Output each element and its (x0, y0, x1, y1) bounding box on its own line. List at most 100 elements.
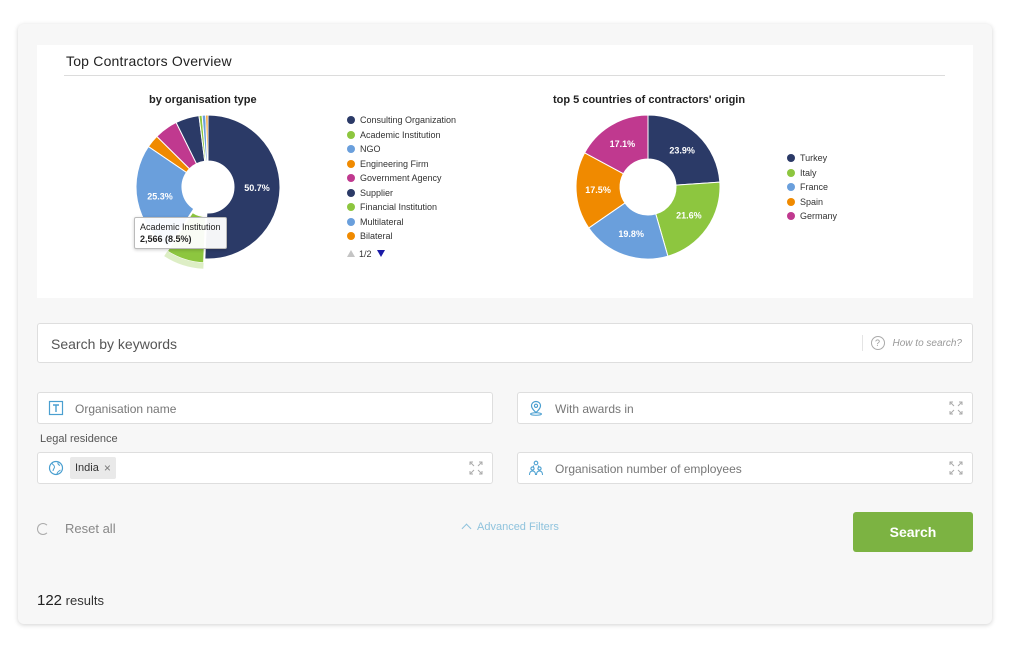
legend-label: Financial Institution (360, 202, 438, 213)
search-card: Top Contractors Overview by organisation… (18, 24, 992, 624)
legend-label: NGO (360, 144, 381, 155)
pie-slice-germany[interactable] (583, 114, 649, 175)
slice-data-label: 17.5% (585, 185, 611, 195)
pager-up-icon[interactable] (347, 250, 355, 257)
panel-divider (64, 75, 945, 76)
legend-item[interactable]: Supplier (347, 186, 456, 201)
results-count: 122 results (37, 592, 104, 609)
slice-hover-halo (164, 251, 204, 269)
legend-marker (787, 197, 795, 206)
pie-slice-italy[interactable] (655, 181, 721, 257)
legal-residence-field[interactable]: India × (37, 452, 493, 484)
globe-icon (48, 460, 64, 476)
legend-item[interactable]: Engineering Firm (347, 157, 456, 172)
legend-marker (347, 159, 355, 168)
keyword-search-box: ? How to search? (37, 323, 973, 364)
keyword-search-input[interactable] (49, 324, 833, 364)
expand-icon[interactable] (469, 461, 483, 475)
chart-title-org-type: by organisation type (149, 94, 257, 106)
employees-input[interactable] (553, 453, 857, 485)
remove-chip-icon[interactable]: × (103, 461, 111, 475)
legend-marker (347, 217, 355, 226)
legend-marker (347, 203, 355, 212)
legend-item[interactable]: Academic Institution (347, 128, 456, 143)
legend-label: Academic Institution (360, 129, 441, 140)
legend-item[interactable]: Consulting Organization (347, 113, 456, 128)
pie-slice-spain[interactable] (575, 152, 626, 229)
legend-item[interactable]: Financial Institution (347, 200, 456, 215)
legend-marker (347, 145, 355, 154)
legend-item[interactable]: France (787, 180, 837, 195)
legend-marker (787, 183, 795, 192)
countries-donut-chart[interactable]: 23.9% 21.6% 19.8% 17.5% 17.1% (572, 111, 728, 267)
legend-item[interactable]: NGO (347, 142, 456, 157)
reset-all-button[interactable]: Reset all (37, 521, 116, 536)
reset-all-label: Reset all (65, 521, 116, 536)
slice-data-label: 50.7% (244, 183, 270, 193)
legend-marker (787, 154, 795, 163)
legend-item[interactable]: Germany (787, 209, 837, 224)
chip-label: India (75, 462, 99, 474)
awards-in-field[interactable] (517, 392, 973, 425)
org-type-legend: Consulting Organization Academic Institut… (347, 113, 456, 259)
legend-marker (347, 188, 355, 197)
legend-label: Germany (800, 211, 838, 222)
reset-icon (37, 522, 49, 535)
search-button[interactable]: Search (853, 512, 973, 552)
expand-icon[interactable] (949, 461, 963, 475)
advanced-filters-toggle[interactable]: Advanced Filters (461, 521, 559, 534)
legend-item[interactable]: Government Agency (347, 171, 456, 186)
slice-data-label: 25.3% (147, 192, 173, 202)
results-label: results (65, 593, 104, 608)
how-to-search-label: How to search? (892, 337, 962, 349)
legend-item[interactable]: Multilateral (347, 215, 456, 230)
pie-slice-turkey[interactable] (647, 114, 721, 186)
organisation-name-field (37, 392, 493, 425)
charts-panel: Top Contractors Overview by organisation… (37, 45, 973, 298)
legend-label: France (800, 182, 829, 193)
chevron-up-icon (461, 523, 472, 534)
legend-label: Turkey (800, 153, 828, 164)
legend-marker (787, 212, 795, 221)
slice-data-label: 19.8% (618, 229, 644, 239)
pie-slice-bilateral[interactable] (205, 114, 209, 162)
slice-data-label: 17.1% (610, 139, 636, 149)
slice-data-label: 21.6% (676, 211, 702, 221)
question-icon: ? (870, 336, 885, 350)
tooltip-title: Academic Institution (140, 222, 221, 232)
results-number: 122 (37, 592, 63, 609)
organisation-name-input[interactable] (73, 393, 377, 425)
legend-item[interactable]: Bilateral (347, 229, 456, 244)
how-to-search-link[interactable]: ? How to search? (861, 335, 962, 351)
legal-residence-chip: India × (70, 457, 116, 479)
employees-field[interactable] (517, 452, 973, 485)
legend-marker (347, 232, 355, 241)
text-field-icon (48, 400, 64, 416)
pie-slice-france[interactable] (588, 202, 669, 260)
legend-label: Supplier (360, 187, 394, 198)
chart-title-countries: top 5 countries of contractors' origin (553, 94, 746, 106)
tooltip-value: 2,566 (8.5%) (140, 234, 192, 244)
legend-item[interactable]: Spain (787, 195, 837, 210)
legend-label: Consulting Organization (360, 115, 457, 126)
legend-marker (347, 174, 355, 183)
legend-label: Italy (800, 167, 817, 178)
legend-item[interactable]: Turkey (787, 151, 837, 166)
legend-item[interactable]: Italy (787, 166, 837, 181)
people-hierarchy-icon (529, 460, 543, 476)
pager-down-icon[interactable] (376, 250, 385, 257)
panel-title: Top Contractors Overview (66, 53, 232, 69)
legal-residence-label: Legal residence (40, 433, 118, 445)
chart-tooltip: Academic Institution 2,566 (8.5%) (134, 217, 227, 249)
legend-marker (347, 130, 355, 139)
legend-label: Bilateral (360, 231, 393, 242)
expand-icon[interactable] (949, 401, 963, 415)
countries-legend: Turkey Italy France Spain Germany (787, 151, 837, 224)
legend-marker (347, 116, 355, 125)
awards-in-input[interactable] (553, 393, 857, 425)
legend-label: Government Agency (360, 173, 442, 184)
legend-label: Engineering Firm (360, 158, 429, 169)
legend-label: Multilateral (360, 216, 404, 227)
advanced-filters-label: Advanced Filters (477, 521, 559, 533)
legend-pager: 1/2 (347, 249, 456, 259)
